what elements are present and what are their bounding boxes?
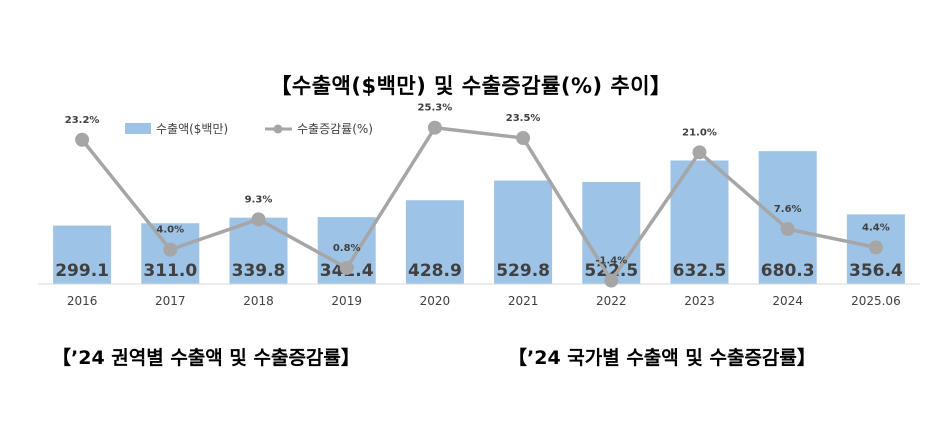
x-tick-2019: 2019 — [331, 294, 362, 308]
line-point-2019 — [339, 260, 354, 275]
bar-2016 — [53, 225, 112, 284]
line-point-2023 — [692, 145, 707, 160]
line-point-2017 — [163, 242, 178, 257]
growth-rate-line — [80, 125, 877, 283]
x-tick-2020: 2020 — [420, 294, 451, 308]
bar-label-2017: 311.0 — [143, 261, 197, 281]
bar-2024 — [758, 151, 817, 284]
line-point-2018 — [251, 212, 266, 227]
line-label-2016: 23.2% — [65, 115, 100, 126]
line-label-2018: 9.3% — [245, 194, 273, 205]
line-label-2022: -1.4% — [595, 256, 627, 267]
bar-label-2020: 428.9 — [408, 261, 462, 281]
bar-2021 — [494, 180, 553, 284]
x-tick-2018: 2018 — [243, 294, 274, 308]
line-point-2016 — [75, 132, 90, 147]
line-point-2022 — [604, 273, 619, 288]
bar-series — [53, 151, 905, 284]
line-value-labels: 23.2% 4.0% 9.3% 0.8% 25.3% 23.5% -1.4% 21.0% 7.6… — [65, 103, 890, 267]
x-tick-labels: 2016 2017 2018 2019 2020 2021 2022 2023 2024 2025… — [67, 294, 901, 308]
bar-label-2021: 529.8 — [496, 261, 550, 281]
bar-label-2023: 632.5 — [673, 261, 727, 281]
bar-value-labels: 299.1311.0339.8342.4428.9529.8522.5632.5… — [55, 261, 903, 281]
x-tick-2023: 2023 — [684, 294, 715, 308]
line-point-2024 — [780, 222, 795, 237]
line-label-2020: 25.3% — [418, 103, 453, 114]
legend-bar-swatch — [125, 123, 151, 134]
line-point-2021 — [516, 131, 531, 146]
x-tick-2024: 2024 — [772, 294, 803, 308]
region-heading: 【’24 권역별 수출액 및 수출증감률】 — [52, 347, 360, 369]
line-label-2021: 23.5% — [506, 113, 541, 124]
x-tick-2017: 2017 — [155, 294, 186, 308]
line-series — [75, 120, 883, 288]
x-tick-2016: 2016 — [67, 294, 98, 308]
line-label-2019: 0.8% — [333, 243, 361, 254]
x-tick-2021: 2021 — [508, 294, 539, 308]
line-label-2024: 7.6% — [774, 204, 802, 215]
legend: 수출액($백만) 수출증감률(%) — [125, 122, 373, 136]
line-label-2017: 4.0% — [156, 225, 184, 236]
bar-label-2024: 680.3 — [761, 261, 815, 281]
bar-2020 — [405, 200, 464, 284]
x-tick-2022: 2022 — [596, 294, 627, 308]
x-tick-2025.06: 2025.06 — [851, 294, 901, 308]
chart-title: 【수출액($백만) 및 수출증감률(%) 추이】 — [270, 74, 672, 98]
line-label-2023: 21.0% — [682, 127, 717, 138]
legend-line-label: 수출증감률(%) — [297, 122, 373, 136]
line-label-2025.06: 4.4% — [862, 222, 890, 233]
legend-bar-label: 수출액($백만) — [156, 122, 228, 136]
bar-label-2025.06: 356.4 — [849, 261, 903, 281]
bar-label-2022: 522.5 — [584, 261, 638, 281]
line-point-2020 — [427, 120, 442, 135]
bar-2022 — [582, 181, 641, 284]
bar-label-2018: 339.8 — [232, 261, 286, 281]
bar-label-2016: 299.1 — [55, 261, 109, 281]
legend-line-marker — [273, 124, 283, 134]
country-heading: 【’24 국가별 수출액 및 수출증감률】 — [508, 347, 816, 369]
line-point-2025.06 — [868, 240, 883, 255]
